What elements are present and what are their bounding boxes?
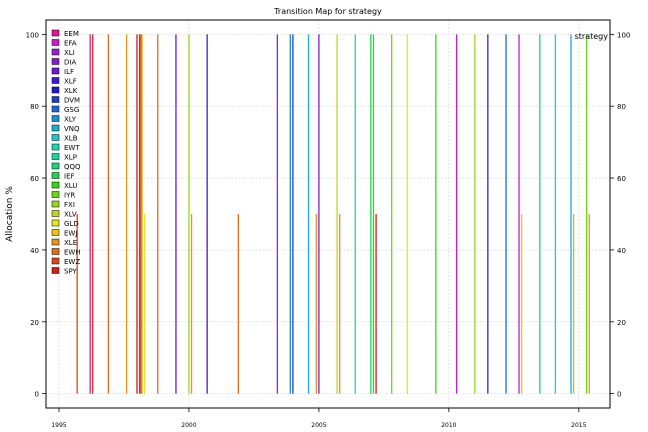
legend-label: QQQ xyxy=(64,163,81,171)
y-tick-label-right: 80 xyxy=(617,103,626,111)
legend-label: DIA xyxy=(64,59,76,67)
legend-label: XLE xyxy=(64,239,77,247)
legend-label: XLK xyxy=(64,87,78,95)
legend-swatch xyxy=(51,39,60,46)
plot-frame xyxy=(45,19,611,409)
axes-layer: 0 0 20 20 40 40 60 60 80 80 100 100 1995 2000 2005 2010… xyxy=(26,31,631,429)
legend-swatch xyxy=(51,48,60,56)
y-tick-label-right: 60 xyxy=(617,175,626,183)
legend-label: GSG xyxy=(64,106,79,114)
legend-swatch xyxy=(51,219,60,227)
legend-swatch xyxy=(51,267,60,274)
legend-swatch xyxy=(51,210,60,217)
legend-swatch xyxy=(51,257,60,265)
legend-label: FXI xyxy=(64,201,75,209)
legend-label: ILF xyxy=(64,68,74,76)
y-tick-label-left: 0 xyxy=(35,391,39,399)
y-tick-label-left: 60 xyxy=(30,175,39,183)
chart-title: Transition Map for strategy xyxy=(273,7,382,16)
legend-swatch xyxy=(51,86,60,94)
legend-swatch xyxy=(51,200,60,208)
y-tick-label-left: 100 xyxy=(26,31,39,39)
x-tick-label: 2000 xyxy=(181,422,196,429)
x-tick-label: 2005 xyxy=(311,422,326,429)
legend-label: DVM xyxy=(64,97,80,105)
legend-label: EWJ xyxy=(64,230,77,238)
legend-swatch xyxy=(51,248,60,255)
legend-label: XLP xyxy=(64,154,77,162)
legend-swatch xyxy=(51,105,60,113)
legend-swatch xyxy=(51,172,60,179)
legend-swatch xyxy=(51,77,60,84)
grid-layer xyxy=(46,20,610,408)
transition-bars xyxy=(76,34,590,394)
legend-label: EEM xyxy=(64,30,79,38)
y-tick-label-right: 0 xyxy=(617,391,621,399)
legend-swatch xyxy=(51,134,60,141)
legend-swatch xyxy=(51,153,60,160)
legend-swatch xyxy=(51,96,60,103)
legend-label: EWH xyxy=(64,249,81,257)
legend-swatch xyxy=(51,124,60,132)
legend-label: XLB xyxy=(64,135,78,143)
legend-label: IEF xyxy=(64,173,75,181)
legend-swatch xyxy=(51,143,60,151)
y-tick-label-left: 40 xyxy=(30,247,39,255)
corner-label: strategy xyxy=(575,32,609,41)
legend-label: EWZ xyxy=(64,258,80,266)
legend-swatch xyxy=(51,181,60,189)
legend-label: EFA xyxy=(64,40,77,48)
legend-swatch xyxy=(51,229,60,236)
y-tick-label-right: 100 xyxy=(617,31,630,39)
legend-label: XLY xyxy=(64,116,77,124)
x-tick-label: 1995 xyxy=(51,422,66,429)
y-axis-label: Allocation % xyxy=(5,186,15,242)
legend-swatch xyxy=(51,191,60,198)
y-tick-label-left: 80 xyxy=(30,103,39,111)
y-tick-label-right: 20 xyxy=(617,319,626,327)
legend-label: GLD xyxy=(64,220,79,228)
y-tick-label-left: 20 xyxy=(30,319,39,327)
legend-label: EWT xyxy=(64,144,80,152)
legend-label: VNQ xyxy=(64,125,80,133)
legend-swatch xyxy=(51,58,60,65)
y-tick-label-right: 40 xyxy=(617,247,626,255)
legend-label: XLI xyxy=(64,49,75,57)
x-tick-label: 2010 xyxy=(441,422,456,429)
legend-swatch xyxy=(51,162,60,170)
legend-label: XLV xyxy=(64,211,77,219)
legend-swatch xyxy=(51,29,60,37)
legend-label: XLU xyxy=(64,182,77,190)
legend-label: XLF xyxy=(64,78,77,86)
legend-swatch xyxy=(51,238,60,246)
legend-swatch xyxy=(51,67,60,75)
legend-label: SPY xyxy=(64,268,78,276)
legend-swatch xyxy=(51,115,60,122)
x-tick-label: 2015 xyxy=(571,422,586,429)
legend-label: IYR xyxy=(64,192,75,200)
